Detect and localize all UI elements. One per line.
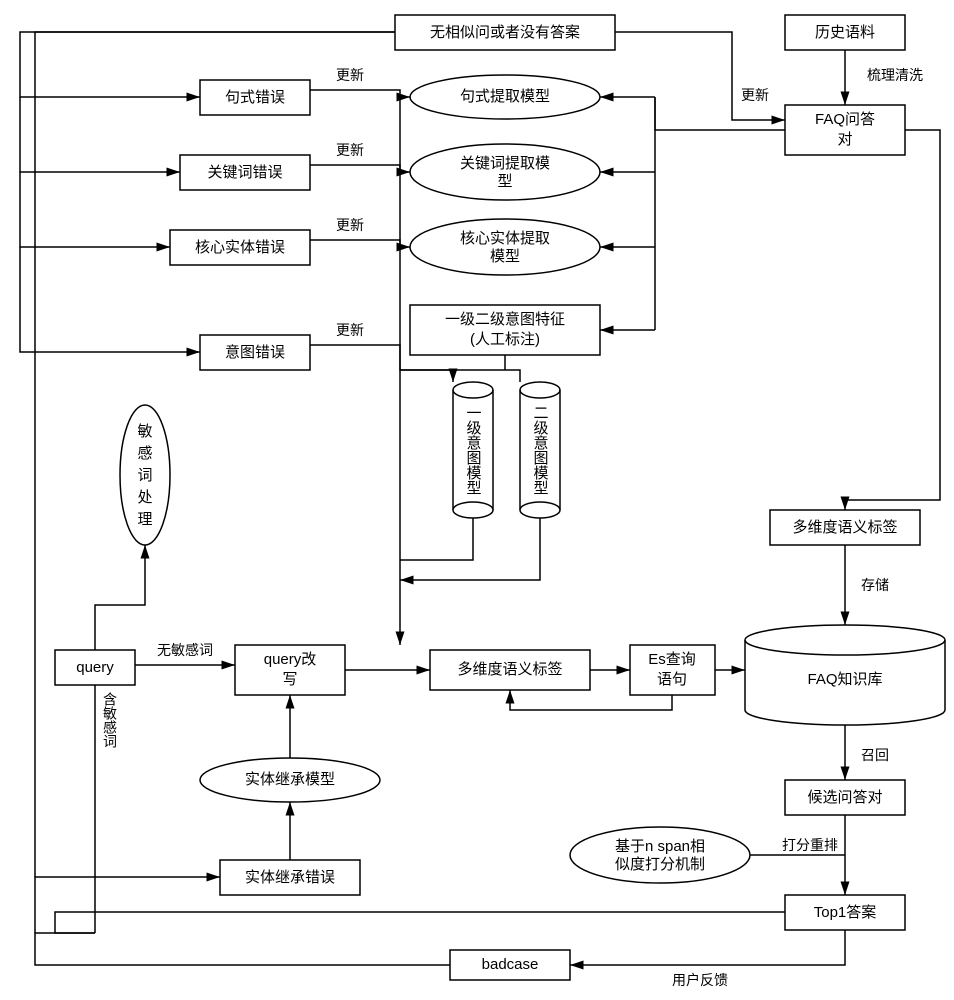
edge-update-right-label: 更新: [741, 87, 769, 103]
sentence-err-label: 句式错误: [225, 89, 285, 106]
entity-err-label: 核心实体错误: [195, 239, 285, 256]
edge-rerank-label: 打分重排: [782, 837, 838, 853]
intent-feature-label-l1: 一级二级意图特征: [445, 310, 565, 328]
es-query-label-l2: 语句: [657, 671, 687, 688]
sensitive-l5: 理: [137, 511, 152, 528]
entity-model-label-l1: 核心实体提取: [460, 230, 550, 247]
keyword-model-label-l2: 型: [497, 173, 512, 190]
entity-model-label-l2: 模型: [490, 248, 520, 265]
edge-top1-badcase: [570, 930, 845, 965]
sentence-model-label: 句式提取模型: [460, 88, 550, 105]
nspan-label-l1: 基于n span相: [615, 838, 705, 855]
faq-pair-label-l2: 对: [837, 131, 852, 148]
keyword-model-label-l1: 关键词提取模: [460, 155, 550, 172]
sensitive-l4: 处: [137, 489, 152, 506]
edge-interr-model2-stub: [400, 370, 520, 382]
top1-label: Top1答案: [814, 903, 877, 921]
edge-senterr-model: [310, 90, 410, 97]
edge-nosens-label: 无敏感词: [157, 642, 213, 658]
faq-kb-label: FAQ知识库: [807, 671, 882, 688]
edge-keyerr-model: [310, 165, 410, 172]
edge-comb-label: 梳理清洗: [867, 67, 923, 83]
edge-enterr-model: [310, 240, 410, 247]
sensitive-l3: 词: [137, 467, 152, 484]
edge-recall-label: 召回: [861, 747, 889, 763]
edge-hassens-label: 含敏感词: [102, 692, 118, 748]
edge-top1-leftbus: [55, 912, 785, 933]
intent-err-label: 意图错误: [225, 343, 285, 361]
flowchart-diagram: 无相似问或者没有答案 历史语料 句式错误 关键词错误 核心实体错误 意图错误 句…: [0, 0, 954, 1000]
edge-faq-multitag: [845, 130, 940, 510]
query-label: query: [76, 659, 114, 676]
edge-lvl1-join: [400, 518, 473, 560]
multi-tag-label: 多维度语义标签: [792, 519, 897, 536]
history-label: 历史语料: [815, 24, 875, 41]
query-rewrite-label-l1: query改: [264, 651, 317, 668]
es-query-label-l1: Es查询: [648, 651, 696, 668]
edge-badcase-inheriterr: [35, 877, 220, 933]
no-similar-label: 无相似问或者没有答案: [430, 23, 580, 41]
edge-feedback-label: 用户反馈: [672, 972, 728, 988]
edge-badcase-left: [35, 933, 450, 965]
badcase-label: badcase: [482, 956, 539, 973]
edge-nosim-entity: [20, 172, 170, 247]
inherit-err-label: 实体继承错误: [245, 869, 335, 886]
nspan-label-l2: 似度打分机制: [615, 856, 705, 873]
lvl1-model-label: 一级意图模型: [465, 405, 482, 495]
edge-update3: 更新: [336, 217, 364, 233]
candidate-label: 候选问答对: [807, 789, 882, 806]
query-rewrite-label-l2: 写: [282, 671, 297, 688]
multi-tag2-label: 多维度语义标签: [457, 661, 562, 678]
lvl2-model-label: 二级意图模型: [532, 405, 549, 495]
edge-store-label: 存储: [861, 577, 889, 593]
edge-lvl2-join: [400, 518, 540, 580]
faq-pair-label-l1: FAQ问答: [815, 111, 875, 128]
edge-update2: 更新: [336, 142, 364, 158]
edge-nosim-keyword: [20, 97, 180, 172]
sensitive-l2: 感: [137, 445, 152, 462]
edge-query-sensitive: [95, 545, 145, 650]
edge-update1: 更新: [336, 67, 364, 83]
intent-feature-label-l2: (人工标注): [470, 331, 540, 348]
edge-update4: 更新: [336, 322, 364, 338]
inherit-model-label: 实体继承模型: [245, 771, 335, 788]
keyword-err-label: 关键词错误: [207, 164, 282, 181]
edge-nosim-right: [615, 32, 785, 120]
sensitive-l1: 敏: [137, 423, 152, 440]
